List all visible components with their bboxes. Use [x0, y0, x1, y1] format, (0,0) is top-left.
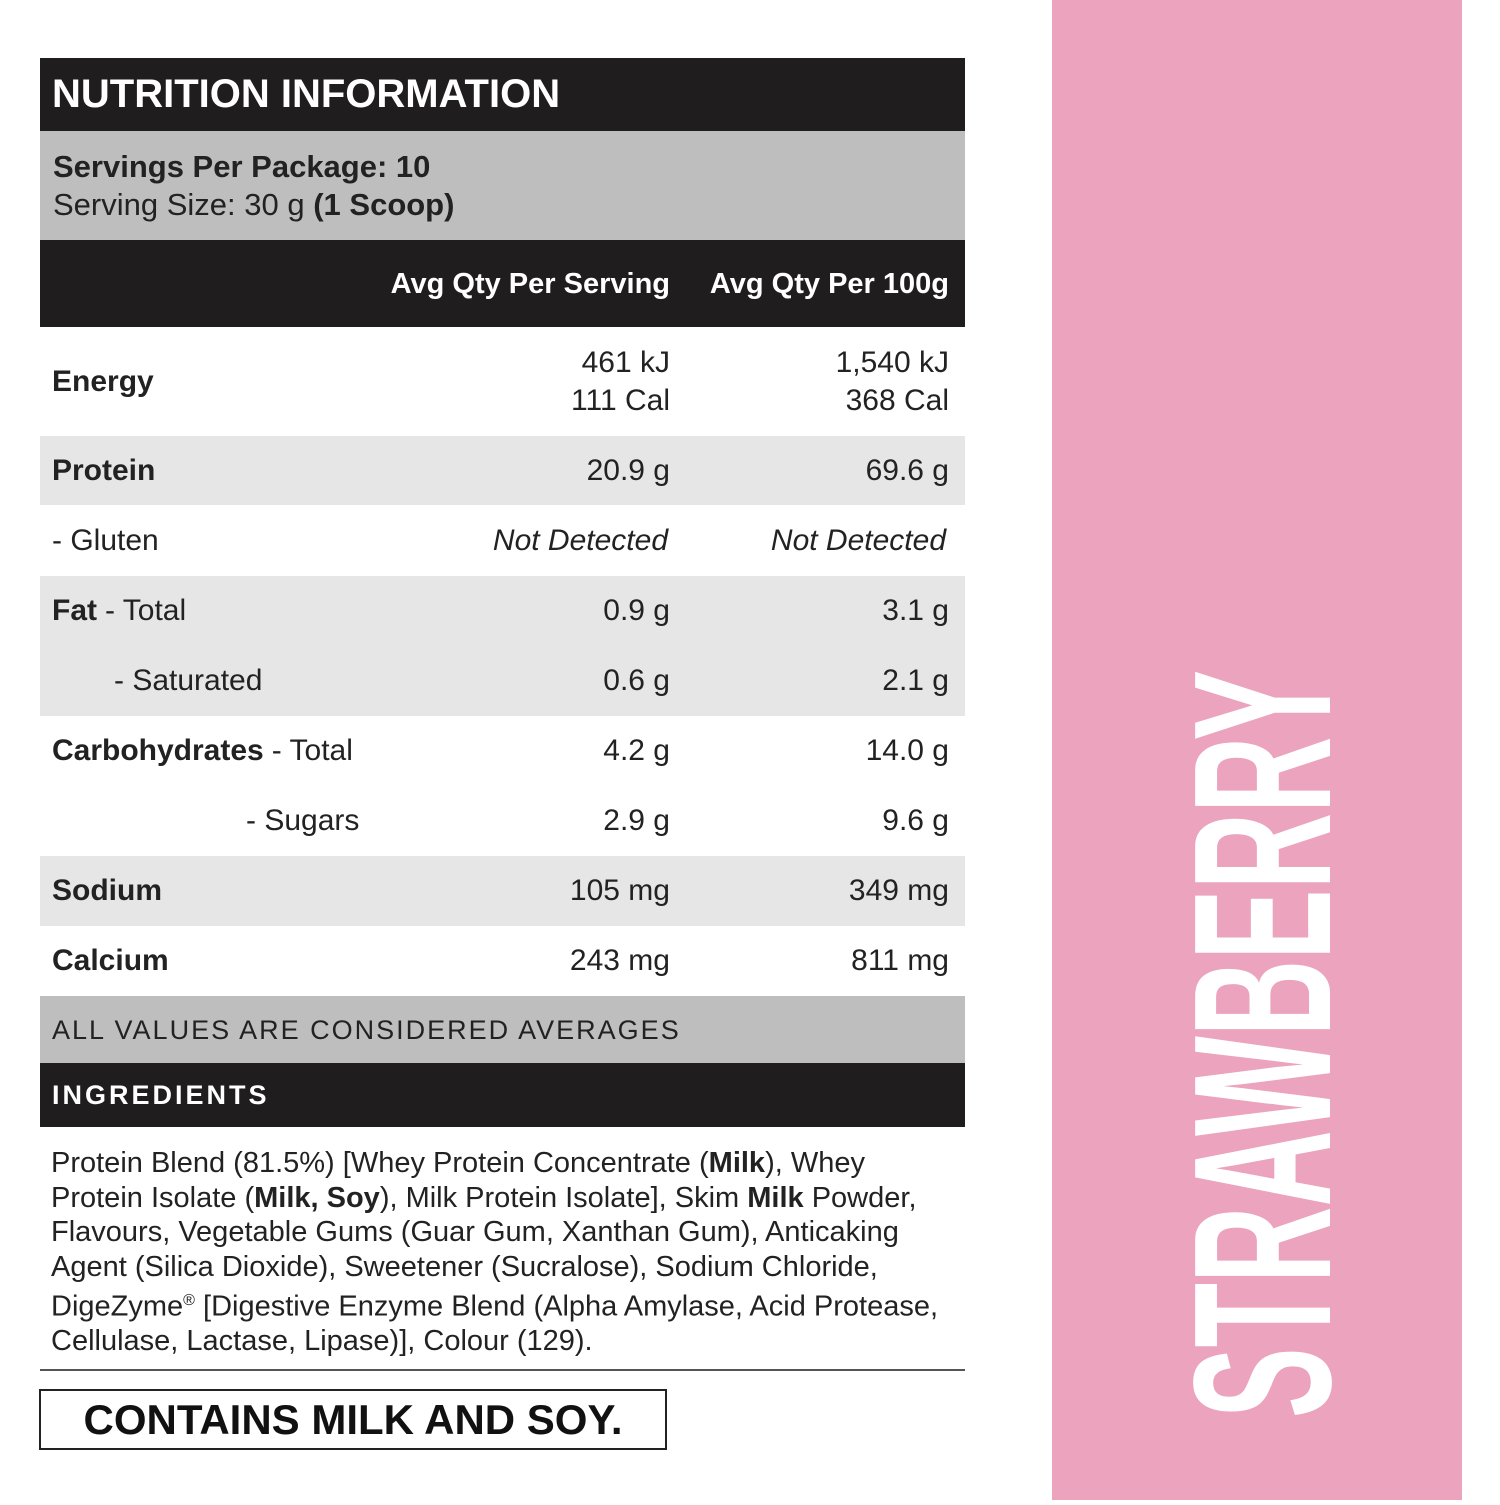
servings-per-package: Servings Per Package: 10 [53, 149, 431, 184]
row-name: - Saturated [114, 664, 263, 697]
allergen-word: Milk, Soy [254, 1181, 380, 1214]
ingredients-bar: INGREDIENTS [40, 1063, 965, 1127]
row-name: Protein [52, 453, 156, 487]
value: 243 mg [569, 944, 670, 977]
row-qualifier: - Total [271, 734, 353, 767]
value: 2.9 g [603, 804, 670, 837]
row: Fat - Total 0.9 g 3.1 g [40, 576, 965, 646]
row: - Sugars 2.9 g 9.6 g [40, 786, 965, 856]
text: Protein Blend (81.5%) [Whey Protein Conc… [51, 1147, 709, 1179]
footnote-bar: ALL VALUES ARE CONSIDERED AVERAGES [40, 996, 965, 1063]
row: Calcium 243 mg 811 mg [40, 926, 965, 996]
flavour-name: STRAWBERRY [1153, 670, 1372, 1418]
text: ), Milk Protein Isolate], Skim [379, 1181, 748, 1214]
row: Protein 20.9 g 69.6 g [40, 436, 965, 505]
allergen-word: Milk [747, 1181, 804, 1214]
row-name: Energy [52, 364, 154, 398]
column-label: Avg Qty Per Serving [390, 267, 670, 300]
allergen-word: Milk [708, 1147, 766, 1179]
allergen-box: CONTAINS MILK AND SOY. [39, 1389, 667, 1450]
ingredients-title: INGREDIENTS [52, 1080, 270, 1110]
row-name: Sodium [52, 874, 162, 907]
column-header: Avg Qty Per Serving Avg Qty Per 100g [40, 240, 965, 327]
value: 368 Cal [845, 383, 949, 417]
row-name: Fat [52, 594, 97, 627]
value: Not Detected [770, 523, 946, 557]
value: 349 mg [848, 874, 949, 907]
row: - Saturated 0.6 g 2.1 g [40, 646, 965, 716]
registered-mark: ® [183, 1292, 195, 1309]
value: 9.6 g [882, 804, 949, 837]
value: 111 Cal [571, 383, 670, 417]
row-name: Carbohydrates [52, 734, 264, 767]
value: 4.2 g [603, 734, 670, 767]
value: 69.6 g [865, 453, 949, 487]
ingredients-text: Protein Blend (81.5%) [Whey Protein Conc… [51, 1146, 956, 1359]
row: Sodium 105 mg 349 mg [40, 856, 965, 926]
row: Energy 461 kJ 111 Cal 1,540 kJ 368 Cal [40, 327, 965, 436]
row-name: - Sugars [246, 804, 360, 837]
value: Not Detected [492, 523, 668, 557]
row: - Gluten Not Detected Not Detected [40, 505, 965, 576]
value: 20.9 g [586, 453, 670, 487]
value: 3.1 g [882, 594, 949, 627]
value: 811 mg [851, 944, 949, 977]
row: Carbohydrates - Total 4.2 g 14.0 g [40, 716, 965, 786]
serving-size: Serving Size: 30 g (1 Scoop) [53, 187, 454, 223]
servings-box: Servings Per Package: 10 Serving Size: 3… [40, 131, 965, 240]
footnote: ALL VALUES ARE CONSIDERED AVERAGES [52, 1014, 681, 1045]
value: 461 kJ [581, 345, 670, 379]
text: [Digestive Enzyme Blend (Alpha Amylase, … [51, 1290, 939, 1358]
value: 0.6 g [603, 664, 670, 697]
serving-size-note: (1 Scoop) [313, 187, 455, 222]
value: 105 mg [569, 874, 670, 907]
text: ), Whey Protein Isolate ( [51, 1147, 865, 1214]
flavour-panel: STRAWBERRY [1052, 0, 1462, 1500]
row-name: Calcium [52, 944, 169, 977]
title: NUTRITION INFORMATION [52, 72, 561, 116]
value: 14.0 g [865, 734, 949, 767]
value: 0.9 g [603, 594, 670, 627]
flavour-graphic: STRAWBERRY [1153, 670, 1372, 1418]
row-qualifier: - Total [105, 594, 187, 627]
divider [40, 1369, 965, 1371]
title-bar: NUTRITION INFORMATION [40, 58, 965, 131]
row-name: - Gluten [52, 523, 159, 557]
column-label: Avg Qty Per 100g [709, 267, 949, 300]
value: 1,540 kJ [835, 345, 949, 379]
text: Powder, Flavours, Vegetable Gums (Guar G… [51, 1181, 917, 1323]
serving-size-text: Serving Size: 30 g [53, 187, 305, 222]
value: 2.1 g [882, 664, 949, 697]
